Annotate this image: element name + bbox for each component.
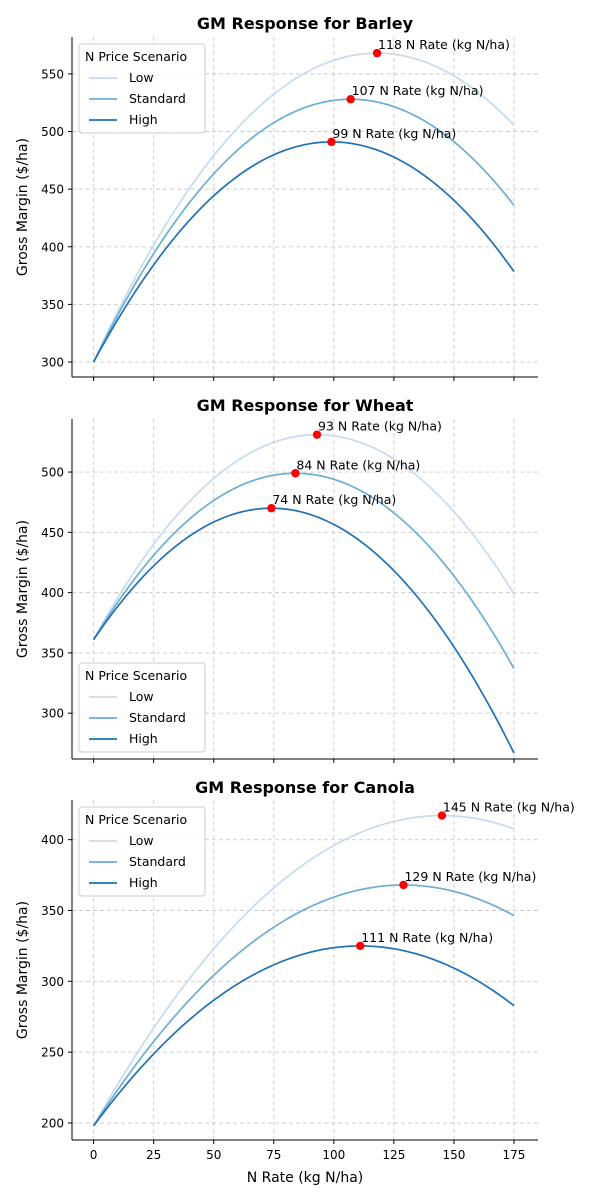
series-line-low	[92, 52, 515, 363]
series-line-high	[92, 141, 515, 363]
y-tick-label: 400	[41, 586, 64, 600]
y-tick-label: 400	[41, 833, 64, 847]
chart-panel-1: 118 N Rate (kg N/ha) 107 N Rate (kg N/ha)…	[15, 14, 538, 381]
legend-frame	[78, 43, 206, 134]
y-tick-label: 200	[41, 1117, 64, 1131]
legend-entry-high: High	[129, 112, 158, 127]
optimum-annotation-low: 93 N Rate (kg N/ha)	[318, 419, 442, 434]
legend-entry-standard: Standard	[129, 91, 186, 106]
legend-entry-low: Low	[129, 689, 154, 704]
x-tick-label: 175	[503, 1148, 526, 1162]
legend-entry-low: Low	[129, 70, 154, 85]
y-tick-label: 250	[41, 1046, 64, 1060]
y-tick-label: 500	[41, 125, 64, 139]
x-tick-label: 0	[90, 1148, 98, 1162]
legend: N Price Scenario Low Standard High	[78, 662, 206, 753]
legend-entry-low: Low	[129, 833, 154, 848]
optimum-point-standard	[291, 469, 300, 478]
y-tick-label: 300	[41, 356, 64, 370]
optimum-annotation-standard: 84 N Rate (kg N/ha)	[296, 457, 420, 472]
optimum-annotation-high: 74 N Rate (kg N/ha)	[272, 492, 396, 507]
chart-panel-3: 145 N Rate (kg N/ha) 129 N Rate (kg N/ha)…	[15, 778, 575, 1186]
y-axis-label: Gross Margin ($/ha)	[15, 138, 31, 276]
grid	[72, 800, 538, 1140]
chart-title: GM Response for Wheat	[197, 396, 414, 415]
chart-title: GM Response for Barley	[197, 14, 414, 33]
y-axis-label: Gross Margin ($/ha)	[15, 520, 31, 658]
y-tick-label: 350	[41, 904, 64, 918]
series-line-standard	[92, 884, 515, 1127]
y-tick-label: 350	[41, 646, 64, 660]
y-tick-label: 450	[41, 183, 64, 197]
y-tick-label: 300	[41, 707, 64, 721]
optimum-annotation-standard: 107 N Rate (kg N/ha)	[352, 83, 484, 98]
legend-frame	[78, 806, 206, 897]
legend-entry-standard: Standard	[129, 710, 186, 725]
optimum-point-low	[312, 430, 322, 439]
optimum-point-standard	[346, 95, 355, 104]
series-line-standard	[92, 472, 515, 669]
series-line-high	[92, 507, 515, 754]
chart-title: GM Response for Canola	[195, 778, 415, 797]
legend: N Price Scenario Low Standard High	[78, 806, 206, 897]
optimum-annotation-low: 118 N Rate (kg N/ha)	[378, 37, 510, 52]
legend-title: N Price Scenario	[85, 49, 187, 64]
legend: N Price Scenario Low Standard High	[78, 43, 206, 134]
y-tick-label: 350	[41, 298, 64, 312]
optimum-annotation-high: 99 N Rate (kg N/ha)	[332, 126, 456, 141]
optimum-point-low	[437, 811, 447, 820]
optimum-point-high	[267, 504, 276, 513]
optimum-point-low	[372, 48, 382, 58]
optimum-annotation-low: 145 N Rate (kg N/ha)	[443, 800, 575, 815]
series-line-high	[92, 945, 515, 1127]
y-tick-label: 450	[41, 526, 64, 540]
legend-entry-standard: Standard	[129, 854, 186, 869]
legend-entry-high: High	[129, 875, 158, 890]
legend-entry-high: High	[129, 731, 158, 746]
series-line-low	[92, 433, 515, 641]
x-tick-label: 50	[206, 1148, 221, 1162]
y-tick-label: 500	[41, 466, 64, 480]
legend-frame	[78, 662, 206, 753]
y-tick-label: 550	[41, 67, 64, 81]
x-tick-label: 75	[266, 1148, 281, 1162]
legend-title: N Price Scenario	[85, 668, 187, 683]
chart-panel-2: 93 N Rate (kg N/ha) 84 N Rate (kg N/ha) 74…	[15, 396, 538, 763]
y-tick-label: 300	[41, 975, 64, 989]
x-axis-label: N Rate (kg N/ha)	[247, 1170, 363, 1186]
x-tick-label: 125	[382, 1148, 405, 1162]
optimum-point-standard	[399, 880, 408, 890]
y-axis-label: Gross Margin ($/ha)	[15, 901, 31, 1039]
x-tick-label: 25	[146, 1148, 161, 1162]
y-tick-label: 400	[41, 240, 64, 254]
legend-title: N Price Scenario	[85, 812, 187, 827]
x-tick-label: 100	[322, 1148, 345, 1162]
optimum-point-high	[356, 941, 365, 951]
optimum-annotation-standard: 129 N Rate (kg N/ha)	[404, 869, 536, 884]
x-tick-label: 150	[442, 1148, 465, 1162]
optimum-point-high	[327, 137, 336, 147]
series-line-standard	[92, 98, 515, 363]
optimum-annotation-high: 111 N Rate (kg N/ha)	[361, 930, 493, 945]
